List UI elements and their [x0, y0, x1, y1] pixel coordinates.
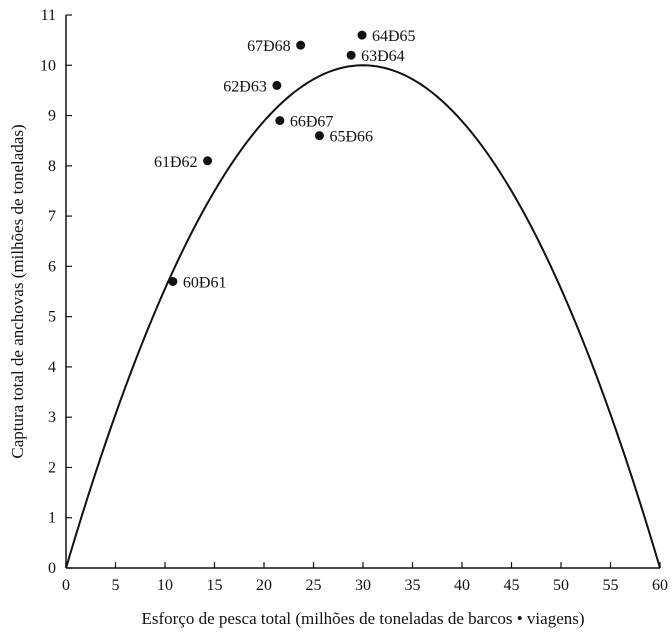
- y-tick-label: 4: [48, 359, 56, 376]
- data-point-label: 62Ð63: [223, 78, 267, 95]
- data-point: [346, 50, 356, 60]
- fitted-curve: [65, 64, 661, 569]
- x-tick-label: 55: [603, 577, 619, 594]
- x-tick-label: 30: [355, 577, 371, 594]
- y-tick-label: 2: [48, 459, 56, 476]
- y-tick-label: 0: [48, 560, 56, 577]
- y-tick-label: 3: [48, 409, 56, 426]
- data-point: [275, 116, 285, 126]
- y-tick-label: 8: [48, 158, 56, 175]
- x-tick-label: 0: [62, 577, 70, 594]
- data-point-label: 65Ð66: [329, 129, 373, 146]
- x-tick-label: 25: [306, 577, 322, 594]
- data-point: [296, 40, 306, 50]
- x-tick-label: 10: [157, 577, 173, 594]
- x-tick-label: 15: [207, 577, 223, 594]
- data-point: [272, 80, 282, 90]
- data-point-label: 64Ð65: [372, 28, 416, 45]
- x-tick-label: 20: [256, 577, 272, 594]
- data-point: [168, 276, 178, 286]
- data-point-label: 60Ð61: [183, 274, 227, 291]
- x-axis-title: Esforço de pesca total (milhões de tonel…: [141, 609, 584, 628]
- x-tick-label: 35: [405, 577, 421, 594]
- x-tick-label: 40: [454, 577, 470, 594]
- data-point: [314, 131, 324, 141]
- data-point: [203, 156, 213, 166]
- x-tick-label: 50: [553, 577, 569, 594]
- data-point-label: 67Ð68: [247, 38, 291, 55]
- y-tick-label: 6: [48, 258, 56, 275]
- y-tick-label: 5: [48, 309, 56, 326]
- y-tick-label: 11: [41, 7, 56, 24]
- x-tick-label: 5: [112, 577, 120, 594]
- y-axis-title: Captura total de anchovas (milhões de to…: [8, 124, 27, 458]
- x-tick-label: 60: [652, 577, 668, 594]
- data-point-label: 63Ð64: [361, 48, 405, 65]
- x-tick-label: 45: [504, 577, 520, 594]
- y-tick-label: 10: [40, 57, 56, 74]
- curve-layer: [65, 64, 661, 569]
- y-tick-label: 1: [48, 510, 56, 527]
- data-point-label: 66Ð67: [290, 114, 334, 131]
- y-tick-label: 7: [48, 208, 56, 225]
- data-point: [357, 30, 367, 40]
- data-point-label: 61Ð62: [154, 154, 198, 171]
- y-tick-label: 9: [48, 108, 56, 125]
